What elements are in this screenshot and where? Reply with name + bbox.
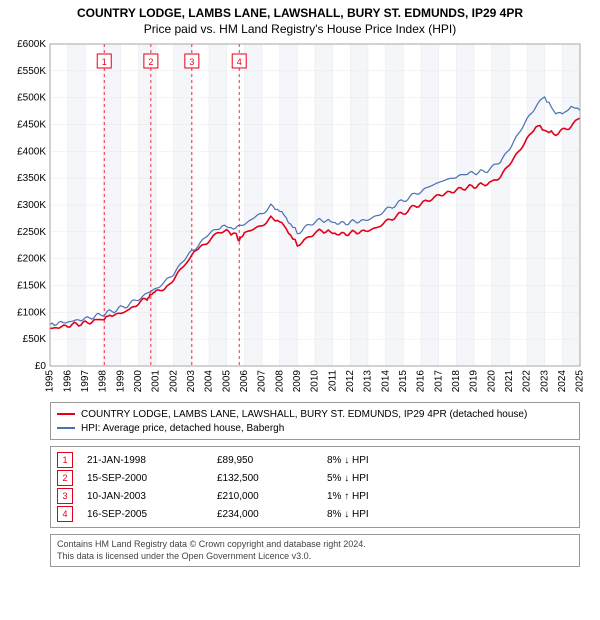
svg-text:2011: 2011 — [327, 370, 338, 392]
svg-text:2018: 2018 — [451, 370, 462, 393]
transaction-price: £210,000 — [217, 491, 327, 502]
svg-text:£150K: £150K — [17, 281, 46, 292]
transaction-row: 3 10-JAN-2003£210,0001% ↑ HPI — [57, 487, 573, 505]
chart-svg: 1995 1996 1997 1998 1999 2000 2001 2002 2003 2004… — [0, 36, 600, 396]
svg-text:£200K: £200K — [17, 254, 46, 265]
transaction-delta: 1% ↑ HPI — [327, 491, 437, 502]
svg-text:2004: 2004 — [204, 370, 215, 393]
svg-text:£300K: £300K — [17, 200, 46, 211]
svg-text:£0: £0 — [35, 361, 47, 372]
transactions-table: 121-JAN-1998£89,9508% ↓ HPI215-SEP-2000£… — [50, 446, 580, 528]
svg-text:2024: 2024 — [557, 370, 568, 393]
svg-text:2016: 2016 — [416, 370, 427, 393]
svg-text:4: 4 — [237, 57, 242, 67]
svg-text:1998: 1998 — [98, 370, 109, 393]
legend: COUNTRY LODGE, LAMBS LANE, LAWSHALL, BUR… — [50, 402, 580, 440]
price-chart: 1995 1996 1997 1998 1999 2000 2001 2002 2003 2004… — [0, 36, 600, 396]
svg-text:2010: 2010 — [310, 370, 321, 393]
svg-text:2000: 2000 — [133, 370, 144, 393]
svg-text:1995: 1995 — [45, 370, 56, 393]
transaction-date: 10-JAN-2003 — [87, 491, 217, 502]
legend-label: COUNTRY LODGE, LAMBS LANE, LAWSHALL, BUR… — [81, 409, 527, 420]
transaction-date: 15-SEP-2000 — [87, 473, 217, 484]
svg-text:2012: 2012 — [345, 370, 356, 393]
svg-text:2002: 2002 — [168, 370, 179, 393]
svg-text:2014: 2014 — [380, 370, 391, 393]
svg-text:2020: 2020 — [486, 370, 497, 393]
legend-swatch — [57, 413, 75, 415]
transaction-price: £234,000 — [217, 509, 327, 520]
svg-text:2006: 2006 — [239, 370, 250, 393]
transaction-price: £89,950 — [217, 455, 327, 466]
svg-text:2022: 2022 — [522, 370, 533, 393]
footer-line1: Contains HM Land Registry data © Crown c… — [57, 539, 573, 551]
svg-text:2001: 2001 — [151, 370, 162, 393]
transaction-marker: 3 — [57, 488, 73, 504]
svg-text:£500K: £500K — [17, 93, 46, 104]
svg-text:2019: 2019 — [469, 370, 480, 393]
legend-item: COUNTRY LODGE, LAMBS LANE, LAWSHALL, BUR… — [57, 407, 573, 421]
transaction-price: £132,500 — [217, 473, 327, 484]
svg-text:£550K: £550K — [17, 66, 46, 77]
svg-text:2007: 2007 — [257, 370, 268, 393]
svg-text:2: 2 — [148, 57, 153, 67]
svg-text:1999: 1999 — [115, 370, 126, 393]
legend-item: HPI: Average price, detached house, Babe… — [57, 421, 573, 435]
svg-text:2023: 2023 — [539, 370, 550, 393]
transaction-marker: 4 — [57, 506, 73, 522]
legend-swatch — [57, 427, 75, 429]
svg-text:£400K: £400K — [17, 146, 46, 157]
svg-text:£450K: £450K — [17, 120, 46, 131]
transaction-date: 16-SEP-2005 — [87, 509, 217, 520]
transaction-row: 4 16-SEP-2005£234,0008% ↓ HPI — [57, 505, 573, 523]
svg-text:2021: 2021 — [504, 370, 515, 393]
svg-text:2013: 2013 — [363, 370, 374, 393]
transaction-date: 21-JAN-1998 — [87, 455, 217, 466]
svg-text:1: 1 — [102, 57, 107, 67]
transaction-row: 2 15-SEP-2000£132,5005% ↓ HPI — [57, 469, 573, 487]
svg-text:2009: 2009 — [292, 370, 303, 393]
chart-title-line2: Price paid vs. HM Land Registry's House … — [0, 20, 600, 36]
svg-text:2017: 2017 — [433, 370, 444, 393]
transaction-delta: 5% ↓ HPI — [327, 473, 437, 484]
chart-title-line1: COUNTRY LODGE, LAMBS LANE, LAWSHALL, BUR… — [0, 6, 600, 20]
svg-text:2008: 2008 — [274, 370, 285, 393]
svg-text:£350K: £350K — [17, 173, 46, 184]
transaction-delta: 8% ↓ HPI — [327, 455, 437, 466]
svg-text:£100K: £100K — [17, 307, 46, 318]
transaction-delta: 8% ↓ HPI — [327, 509, 437, 520]
svg-text:2025: 2025 — [575, 370, 586, 393]
legend-label: HPI: Average price, detached house, Babe… — [81, 423, 284, 434]
transaction-marker: 2 — [57, 470, 73, 486]
svg-text:2003: 2003 — [186, 370, 197, 393]
transaction-marker: 1 — [57, 452, 73, 468]
svg-text:1996: 1996 — [62, 370, 73, 393]
svg-text:2015: 2015 — [398, 370, 409, 393]
license-footer: Contains HM Land Registry data © Crown c… — [50, 534, 580, 567]
svg-text:3: 3 — [189, 57, 194, 67]
transaction-row: 1 21-JAN-1998£89,9508% ↓ HPI — [57, 451, 573, 469]
svg-text:£250K: £250K — [17, 227, 46, 238]
svg-text:£50K: £50K — [23, 334, 47, 345]
svg-text:£600K: £600K — [17, 39, 46, 50]
svg-text:1997: 1997 — [80, 370, 91, 393]
svg-text:2005: 2005 — [221, 370, 232, 393]
footer-line2: This data is licensed under the Open Gov… — [57, 551, 573, 563]
